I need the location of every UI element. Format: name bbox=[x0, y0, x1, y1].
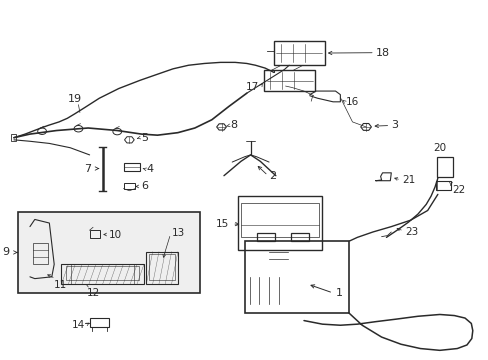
Text: 12: 12 bbox=[87, 288, 100, 298]
Text: 9: 9 bbox=[2, 247, 9, 257]
Bar bbox=[273, 41, 324, 65]
Text: 22: 22 bbox=[451, 185, 464, 195]
Text: 13: 13 bbox=[172, 228, 185, 238]
Text: 17: 17 bbox=[245, 82, 259, 92]
Bar bbox=[123, 183, 135, 189]
Text: 2: 2 bbox=[268, 171, 276, 181]
Text: 4: 4 bbox=[146, 164, 154, 174]
Text: 15: 15 bbox=[216, 219, 229, 229]
Text: 7: 7 bbox=[84, 163, 91, 174]
Bar bbox=[264, 70, 314, 91]
Bar bbox=[148, 253, 175, 280]
Bar bbox=[290, 233, 309, 241]
Text: 16: 16 bbox=[345, 97, 358, 107]
Bar bbox=[66, 266, 139, 280]
Bar bbox=[89, 230, 100, 238]
Bar bbox=[11, 134, 16, 141]
Bar bbox=[61, 264, 143, 284]
Bar bbox=[18, 212, 199, 293]
Bar bbox=[244, 241, 348, 313]
Bar bbox=[33, 243, 48, 264]
Bar bbox=[256, 233, 275, 241]
Text: 21: 21 bbox=[401, 175, 414, 185]
Text: 11: 11 bbox=[54, 280, 67, 291]
Text: 20: 20 bbox=[432, 143, 446, 153]
Text: 10: 10 bbox=[109, 230, 122, 239]
Text: 23: 23 bbox=[404, 227, 417, 237]
Text: 6: 6 bbox=[141, 181, 148, 192]
Bar bbox=[124, 163, 139, 171]
Bar bbox=[89, 318, 109, 327]
Text: 1: 1 bbox=[335, 288, 342, 298]
Text: 14: 14 bbox=[71, 320, 84, 330]
Text: 8: 8 bbox=[230, 121, 237, 130]
Bar bbox=[436, 157, 452, 177]
Bar bbox=[241, 203, 318, 237]
Text: 18: 18 bbox=[375, 48, 389, 58]
Text: 5: 5 bbox=[141, 133, 148, 143]
Bar bbox=[146, 252, 178, 284]
Text: 19: 19 bbox=[68, 94, 82, 104]
Text: 3: 3 bbox=[390, 121, 398, 130]
Bar bbox=[237, 196, 322, 250]
Bar bbox=[435, 181, 450, 190]
